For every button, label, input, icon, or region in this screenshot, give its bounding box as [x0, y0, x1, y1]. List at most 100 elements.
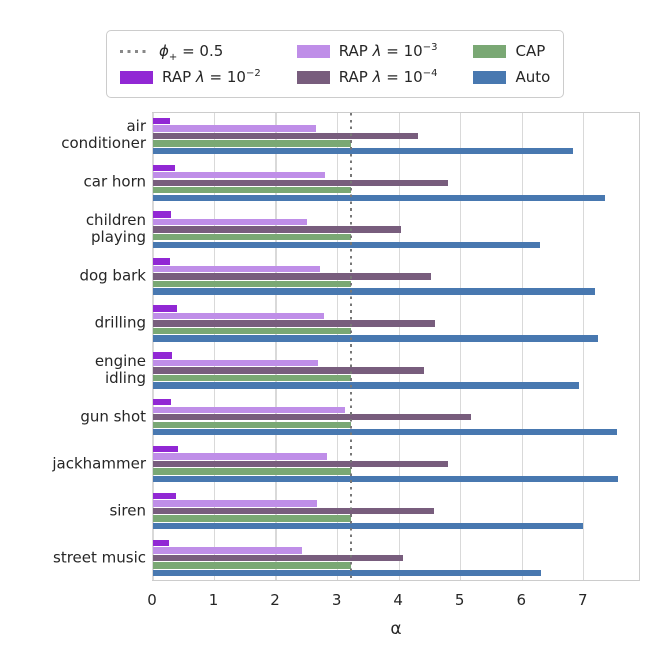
y-tick-label: siren [109, 501, 146, 520]
bar [153, 187, 352, 194]
legend-item-rap-1e-2: RAP λ = 10−2 [120, 66, 261, 88]
gridline [398, 113, 400, 580]
legend-label: CAP [515, 42, 546, 60]
bar [153, 367, 424, 374]
bar [153, 359, 318, 367]
gridline [275, 113, 277, 580]
bar [153, 476, 619, 483]
y-tick-label: drilling [94, 313, 146, 332]
bar-group-jackhammer [153, 441, 639, 488]
x-tick-label: 0 [147, 591, 157, 609]
legend-item-cap: CAP [473, 40, 550, 62]
bar [153, 414, 472, 421]
x-tick-label: 6 [516, 591, 526, 609]
bar [153, 305, 177, 312]
bar [153, 374, 352, 382]
bar [153, 140, 352, 147]
bar [153, 522, 583, 530]
bar [153, 258, 171, 265]
dotted-line-swatch [120, 49, 150, 53]
bar [153, 352, 173, 359]
color-swatch [473, 44, 507, 58]
bar [153, 179, 449, 186]
color-swatch [296, 44, 330, 58]
bar-group-siren [153, 488, 639, 535]
bar [153, 117, 171, 125]
bar-group-engine-idling [153, 348, 639, 395]
gridline [460, 113, 462, 580]
legend-label: RAP λ = 10−3 [338, 42, 438, 60]
x-axis-label: α [390, 619, 402, 639]
bar [153, 265, 321, 273]
bar [153, 320, 435, 327]
y-tick-label: street music [53, 548, 146, 567]
bar-group-drilling [153, 301, 639, 348]
x-tick-label: 4 [393, 591, 403, 609]
legend-label: Auto [515, 68, 551, 86]
bar [153, 382, 580, 389]
legend-label: RAP λ = 10−2 [162, 68, 261, 86]
bar [153, 312, 325, 320]
gridline [583, 113, 585, 580]
bar [153, 492, 177, 500]
bar-group-gun-shot [153, 394, 639, 441]
legend-label: RAP λ = 10−4 [338, 68, 438, 86]
bar [153, 460, 449, 468]
gridline [336, 113, 339, 580]
bar [153, 554, 404, 562]
color-swatch [120, 70, 153, 84]
bar [153, 211, 172, 218]
x-tick-label: 5 [454, 591, 465, 609]
y-tick-label: engine idling [94, 351, 146, 387]
bar [153, 172, 326, 179]
bar [153, 445, 179, 453]
bar [153, 241, 541, 248]
x-tick-label: 7 [577, 591, 588, 609]
x-tick-label: 1 [208, 591, 219, 609]
reference-line [350, 113, 353, 580]
y-tick-label: air conditioner [61, 117, 146, 153]
y-tick-label: jackhammer [52, 454, 146, 473]
legend-item-rap-1e-3: RAP λ = 10−3 [296, 40, 438, 62]
bar [153, 421, 352, 428]
x-tick-label: 2 [270, 591, 280, 609]
bar [153, 500, 317, 507]
bar-group-dog-bark [153, 254, 639, 301]
bar [153, 125, 317, 132]
color-swatch [473, 70, 507, 84]
bar [153, 218, 307, 226]
bar-group-air-conditioner [153, 113, 639, 160]
y-tick-label: gun shot [80, 407, 146, 426]
y-tick-label: dog bark [79, 266, 146, 285]
y-tick-label: children playing [85, 211, 146, 247]
bar [153, 194, 605, 201]
bar [153, 539, 169, 547]
legend-item-phi-threshold: ϕ+ = 0.5 [120, 40, 261, 63]
bar [153, 273, 432, 280]
plot-area [152, 112, 640, 581]
bar [153, 147, 573, 155]
bar [153, 429, 617, 436]
bar-group-car-horn [153, 160, 639, 207]
bar [153, 288, 596, 295]
bar [153, 468, 352, 475]
bar [153, 515, 352, 522]
bar [153, 327, 352, 335]
bar [153, 164, 176, 171]
bar [153, 569, 541, 577]
bar-group-street-music [153, 535, 639, 582]
x-tick-label: 3 [331, 591, 342, 609]
gridline [213, 113, 216, 580]
bar [153, 335, 598, 342]
bar [153, 507, 434, 515]
bar [153, 132, 419, 140]
bar [153, 547, 302, 554]
bar [153, 406, 345, 413]
bar [153, 562, 352, 569]
bar [153, 453, 327, 460]
color-swatch [296, 70, 330, 84]
legend-item-auto: Auto [473, 66, 550, 88]
bar [153, 399, 172, 406]
legend: ϕ+ = 0.5 RAP λ = 10−2 RAP λ = 10−3 RAP λ = … [106, 30, 565, 98]
